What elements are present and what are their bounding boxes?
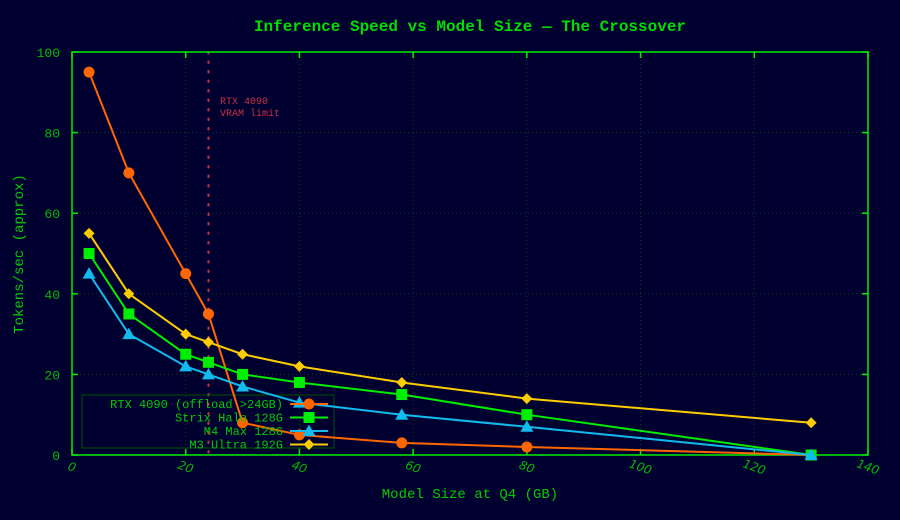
x-tick-label: 80 <box>517 458 536 477</box>
y-tick-label: 40 <box>44 288 60 303</box>
x-tick-label: 140 <box>855 457 882 478</box>
series-group <box>82 66 818 461</box>
x-axis-label: Model Size at Q4 (GB) <box>382 487 558 503</box>
y-tick-label: 80 <box>44 127 60 142</box>
series-3 <box>83 227 817 429</box>
x-tick-label: 120 <box>741 457 768 478</box>
x-tick-label: 40 <box>290 458 309 477</box>
legend-label: M3 Ultra 192G <box>189 439 283 453</box>
y-tick-label: 20 <box>44 368 60 383</box>
legend-label: RTX 4090 (offload >24GB) <box>110 398 283 412</box>
plot-border <box>71 51 869 456</box>
x-tick-label: 0 <box>66 459 78 475</box>
chart-title: Inference Speed vs Model Size — The Cros… <box>254 18 686 36</box>
legend-label: Strix Halo 128G <box>175 412 283 426</box>
y-axis-label: Tokens/sec (approx) <box>12 174 28 334</box>
y-tick-label: 100 <box>37 46 60 61</box>
series-1 <box>83 248 817 461</box>
x-tick-label: 100 <box>627 457 654 478</box>
legend-label: M4 Max 128G <box>204 425 283 439</box>
vram-limit-label-line1: RTX 4090 <box>220 97 268 108</box>
grid <box>72 52 868 455</box>
y-tick-label: 60 <box>44 207 60 222</box>
legend-entries: RTX 4090 (offload >24GB)Strix Halo 128GM… <box>110 398 328 453</box>
x-tick-label: 60 <box>404 458 423 477</box>
legend <box>81 394 335 449</box>
vram-limit-label-line2: VRAM limit <box>220 108 280 120</box>
series-2 <box>82 267 818 460</box>
y-tick-label: 0 <box>52 449 60 464</box>
x-tick-label: 20 <box>176 458 195 477</box>
axis-ticks: 0 20 40 60 80 100 0 20 40 60 80 100 120 140 <box>37 46 882 478</box>
